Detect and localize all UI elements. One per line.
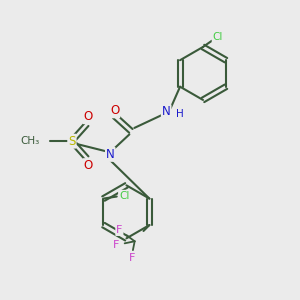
Text: H: H — [176, 109, 183, 119]
Text: S: S — [68, 135, 76, 148]
Text: Cl: Cl — [119, 190, 129, 201]
Text: F: F — [128, 254, 135, 263]
Text: F: F — [116, 225, 122, 235]
Text: F: F — [113, 240, 120, 250]
Text: N: N — [162, 105, 171, 118]
Text: N: N — [106, 148, 115, 161]
Text: CH₃: CH₃ — [20, 136, 40, 146]
Text: O: O — [83, 159, 93, 172]
Text: Cl: Cl — [212, 32, 223, 42]
Text: O: O — [110, 104, 119, 117]
Text: O: O — [83, 110, 93, 123]
